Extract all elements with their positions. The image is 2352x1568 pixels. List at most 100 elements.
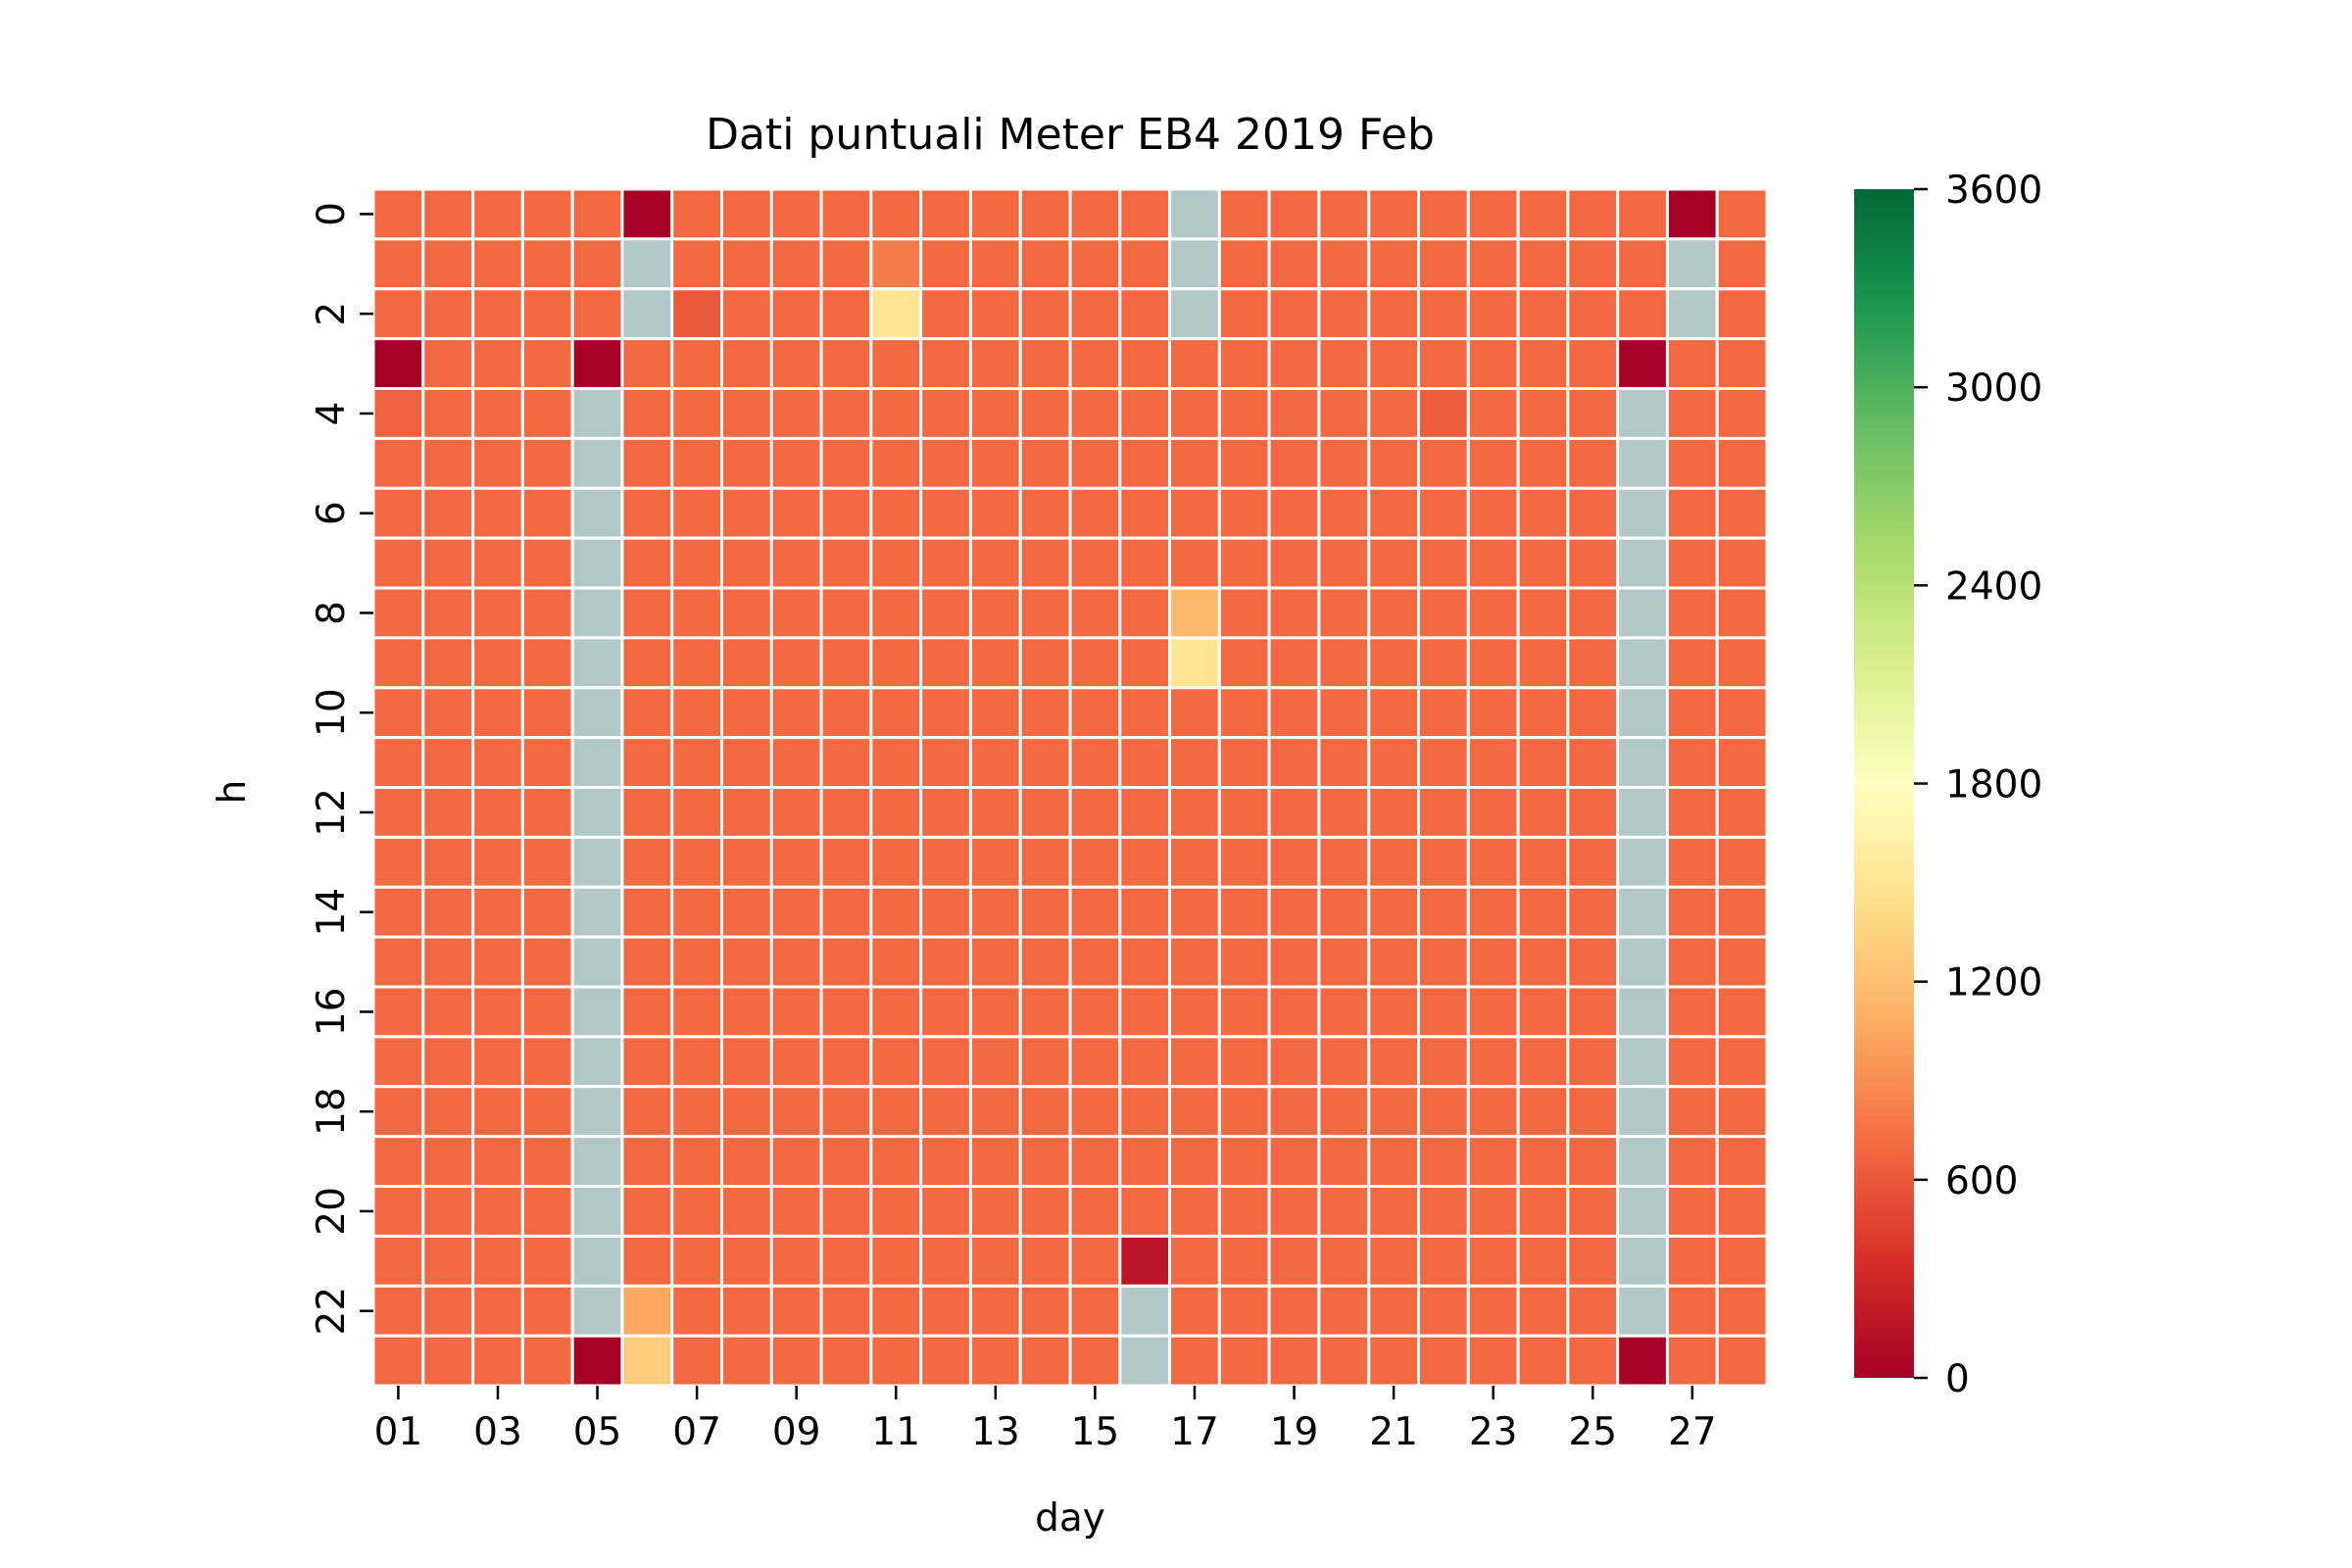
heatmap-cell [1417, 387, 1470, 440]
heatmap-cell [869, 536, 923, 590]
x-tick-label: 27 [1668, 1410, 1717, 1454]
heatmap-cell [1466, 736, 1520, 789]
heatmap-cell [720, 536, 773, 590]
heatmap-cell [968, 536, 1022, 590]
heatmap-cell [869, 1234, 923, 1288]
heatmap-cell [670, 1135, 724, 1188]
heatmap-cell [371, 1135, 425, 1188]
heatmap-cell [1118, 1234, 1172, 1288]
heatmap-cell [1616, 935, 1669, 989]
heatmap-cell [1118, 187, 1172, 241]
heatmap-cell [1317, 1234, 1371, 1288]
heatmap-cell [620, 586, 674, 640]
heatmap-cell [1566, 586, 1620, 640]
heatmap-cell [1516, 287, 1570, 341]
heatmap-cell [1118, 237, 1172, 291]
heatmap-cell [1367, 486, 1420, 540]
heatmap-cell [1267, 1085, 1321, 1139]
heatmap-cell [670, 486, 724, 540]
heatmap-cell [670, 1284, 724, 1338]
heatmap-cell [1018, 636, 1072, 690]
heatmap-cell [570, 337, 624, 390]
heatmap-cell [1168, 1185, 1221, 1238]
heatmap-cell [1616, 1085, 1669, 1139]
heatmap-cell [1267, 536, 1321, 590]
heatmap-cell [1267, 985, 1321, 1039]
heatmap-cell [471, 1284, 524, 1338]
heatmap-cell [1516, 835, 1570, 889]
heatmap-cell [919, 486, 972, 540]
heatmap-cell [421, 885, 475, 939]
heatmap-cell [1466, 536, 1520, 590]
heatmap-cell [1665, 1234, 1719, 1288]
heatmap-cell [819, 436, 873, 490]
heatmap-cell [670, 1334, 724, 1388]
heatmap-cell [1118, 337, 1172, 390]
heatmap-cell [968, 885, 1022, 939]
heatmap-cell [1217, 1035, 1271, 1089]
heatmap-cell [968, 1234, 1022, 1288]
heatmap-cell [720, 1035, 773, 1089]
heatmap-cell [1367, 786, 1420, 839]
heatmap-cell [769, 935, 823, 989]
heatmap-cell [1516, 885, 1570, 939]
heatmap-cell [1317, 287, 1371, 341]
heatmap-cell [869, 187, 923, 241]
heatmap-cell [1715, 486, 1769, 540]
heatmap-cell [1715, 1035, 1769, 1089]
heatmap-cell [819, 736, 873, 789]
heatmap-cell [1317, 1334, 1371, 1388]
heatmap-cell [1168, 536, 1221, 590]
heatmap-cell [1068, 935, 1122, 989]
heatmap-cell [1665, 287, 1719, 341]
heatmap-cell [1068, 1334, 1122, 1388]
heatmap-cell [1466, 237, 1520, 291]
heatmap-cell [471, 237, 524, 291]
heatmap-cell [1715, 1234, 1769, 1288]
heatmap-cell [1417, 586, 1470, 640]
heatmap-cell [1168, 387, 1221, 440]
heatmap-cell [769, 1035, 823, 1089]
heatmap-cell [1317, 1135, 1371, 1188]
heatmap-cell [371, 287, 425, 341]
colorbar-tick-label: 2400 [1945, 564, 2042, 609]
heatmap-cell [1018, 1185, 1072, 1238]
heatmap-cell [1516, 1035, 1570, 1089]
heatmap-cell [570, 1185, 624, 1238]
x-tick-label: 17 [1170, 1410, 1219, 1454]
heatmap-cell [1566, 1035, 1620, 1089]
y-tick-label: 4 [310, 402, 354, 426]
heatmap-cell [1665, 1035, 1719, 1089]
heatmap-cell [371, 586, 425, 640]
heatmap-cell [570, 885, 624, 939]
heatmap-cell [371, 985, 425, 1039]
heatmap-cell [421, 835, 475, 889]
heatmap-cell [421, 237, 475, 291]
heatmap-cell [1068, 1135, 1122, 1188]
heatmap-cell [620, 636, 674, 690]
heatmap-cell [819, 1234, 873, 1288]
heatmap-cell [670, 786, 724, 839]
heatmap-cell [968, 1135, 1022, 1188]
heatmap-cell [520, 835, 574, 889]
heatmap-cell [1317, 935, 1371, 989]
colorbar-tick-label: 3000 [1945, 367, 2042, 411]
heatmap-cell [1267, 436, 1321, 490]
heatmap-cell [1168, 935, 1221, 989]
heatmap-cell [1168, 436, 1221, 490]
heatmap-cell [1118, 387, 1172, 440]
heatmap-cell [1715, 1334, 1769, 1388]
heatmap-cell [520, 387, 574, 440]
heatmap-cell [1168, 586, 1221, 640]
heatmap-cell [1018, 935, 1072, 989]
heatmap-cell [1566, 786, 1620, 839]
heatmap-cell [520, 237, 574, 291]
heatmap-cell [1118, 1185, 1172, 1238]
heatmap-cell [1317, 686, 1371, 740]
heatmap-cell [1018, 1085, 1072, 1139]
heatmap-cell [670, 1234, 724, 1288]
heatmap-cell [670, 985, 724, 1039]
heatmap-cell [919, 536, 972, 590]
heatmap-cell [1367, 1035, 1420, 1089]
heatmap-cell [1665, 686, 1719, 740]
